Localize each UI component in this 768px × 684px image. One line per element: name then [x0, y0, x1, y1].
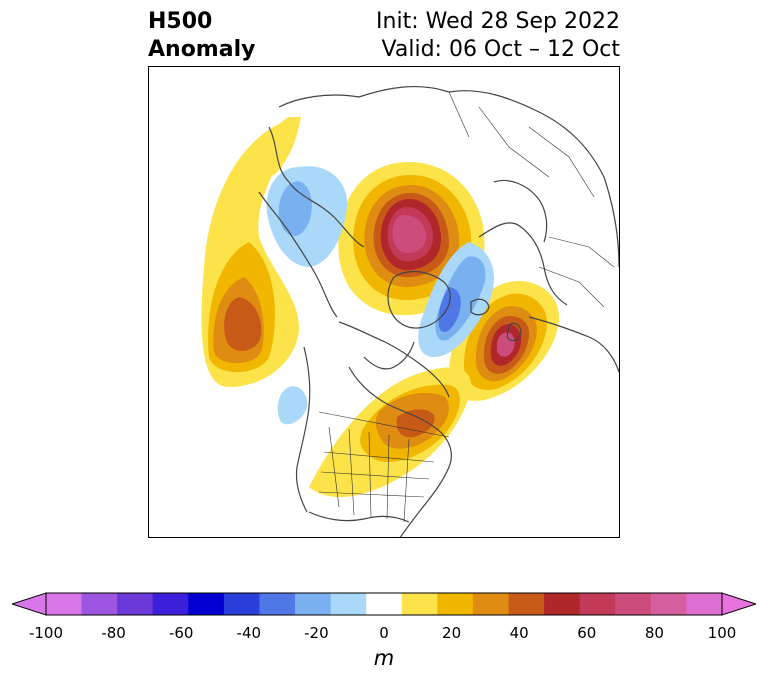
colorbar-segment	[366, 593, 403, 615]
colorbar-tick-label: 20	[442, 624, 462, 642]
anomaly-ne-pacific	[201, 117, 301, 387]
colorbar-segment	[615, 593, 652, 615]
colorbar-segment	[259, 593, 296, 615]
colorbar-extend-low	[12, 592, 47, 616]
colorbar-segment	[330, 593, 367, 615]
colorbar-tick-label: 0	[379, 624, 389, 642]
colorbar-tick-label: 80	[644, 624, 664, 642]
colorbar-unit-label: m	[373, 646, 395, 670]
anomaly-kara-norway-negative	[418, 242, 494, 357]
title-left: H500 Anomaly	[148, 8, 255, 64]
coastlines	[258, 85, 619, 537]
colorbar-tick-label: -80	[101, 624, 126, 642]
colorbar-tick-label: -60	[168, 624, 194, 642]
colorbar-segment	[437, 593, 474, 615]
colorbar-outline	[45, 592, 723, 616]
colorbar-tick-label: -100	[28, 624, 64, 642]
political-borders	[318, 91, 615, 523]
map-panel	[148, 66, 620, 538]
colorbar-segment	[46, 593, 83, 615]
colorbar-tick-label: -40	[236, 624, 262, 642]
valid-period: Valid: 06 Oct – 12 Oct	[381, 37, 620, 62]
colorbar-tick-label: 40	[509, 624, 529, 642]
colorbar-segment	[650, 593, 687, 615]
colorbar-segment	[579, 593, 616, 615]
title-right: Init: Wed 28 Sep 2022 Valid: 06 Oct – 12…	[376, 8, 620, 64]
colorbar-segment	[223, 593, 260, 615]
anomaly-eastern-siberia-negative	[266, 166, 348, 267]
title-variable: H500	[148, 9, 213, 34]
colorbar-segment	[188, 593, 225, 615]
init-date: Init: Wed 28 Sep 2022	[376, 9, 620, 34]
map-svg	[201, 85, 619, 537]
colorbar-segment	[508, 593, 545, 615]
anomaly-gulf-alaska-negative	[277, 386, 308, 425]
colorbar-segment	[544, 593, 581, 615]
title-field: Anomaly	[148, 37, 256, 62]
colorbar-tick-label: 60	[577, 624, 597, 642]
colorbar-segments	[46, 593, 723, 615]
colorbar-extend-high	[721, 592, 756, 616]
colorbar-segment	[152, 593, 189, 615]
colorbar-segment	[401, 593, 438, 615]
colorbar-segment	[117, 593, 154, 615]
anomaly-eastern-north-america	[309, 367, 472, 498]
colorbar-segment	[295, 593, 332, 615]
colorbar	[12, 592, 756, 616]
colorbar-segment	[472, 593, 510, 615]
colorbar-tick-label: 100	[707, 624, 737, 642]
colorbar-segment	[81, 593, 118, 615]
colorbar-segment	[686, 593, 723, 615]
colorbar-tick-label: -20	[304, 624, 329, 642]
